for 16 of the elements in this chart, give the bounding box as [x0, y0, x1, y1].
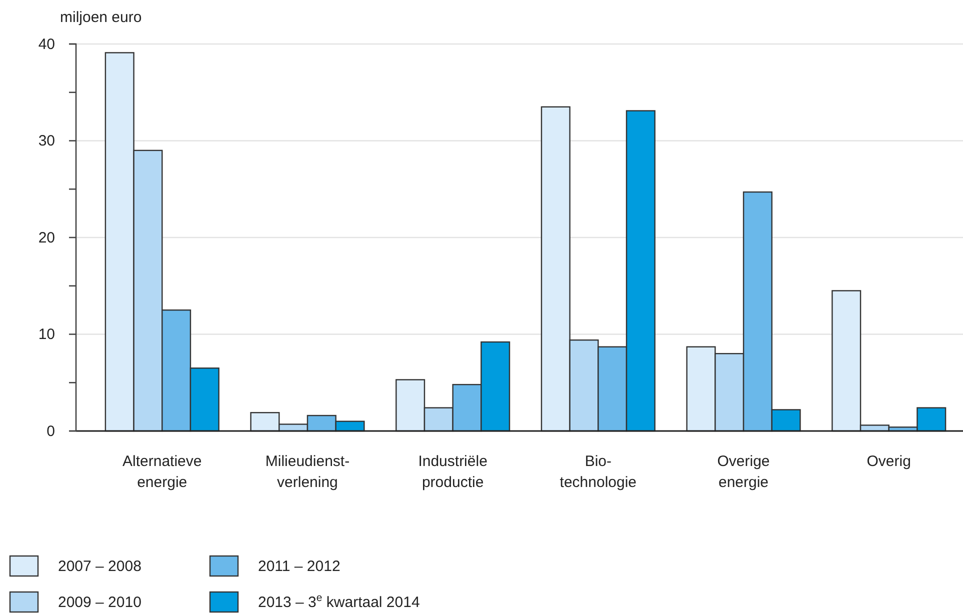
y-tick-label: 10: [38, 326, 55, 344]
y-tick-label: 30: [38, 132, 55, 150]
x-tick-label: Alternatieve energie: [122, 453, 202, 491]
y-axis-title: miljoen euro: [60, 9, 142, 26]
y-tick-label: 0: [46, 422, 55, 440]
y-tick-label: 20: [38, 229, 55, 246]
x-tick-label: Bio- technologie: [560, 453, 637, 491]
x-tick-label: Industriële productie: [418, 453, 488, 491]
legend-label: 2013 – 3$^{e}$ kwartaal 2014: [258, 592, 420, 611]
legend-label: 2011 – 2012: [258, 558, 340, 575]
x-tick-label: Milieudienst- verlening: [265, 453, 350, 491]
legend-label: 2007 – 2008: [58, 558, 142, 575]
x-tick-label: Overige energie: [717, 453, 770, 491]
y-tick-label: 40: [38, 36, 55, 53]
legend-label: 2009 – 2010: [58, 594, 142, 611]
x-tick-label: Overig: [866, 453, 911, 470]
